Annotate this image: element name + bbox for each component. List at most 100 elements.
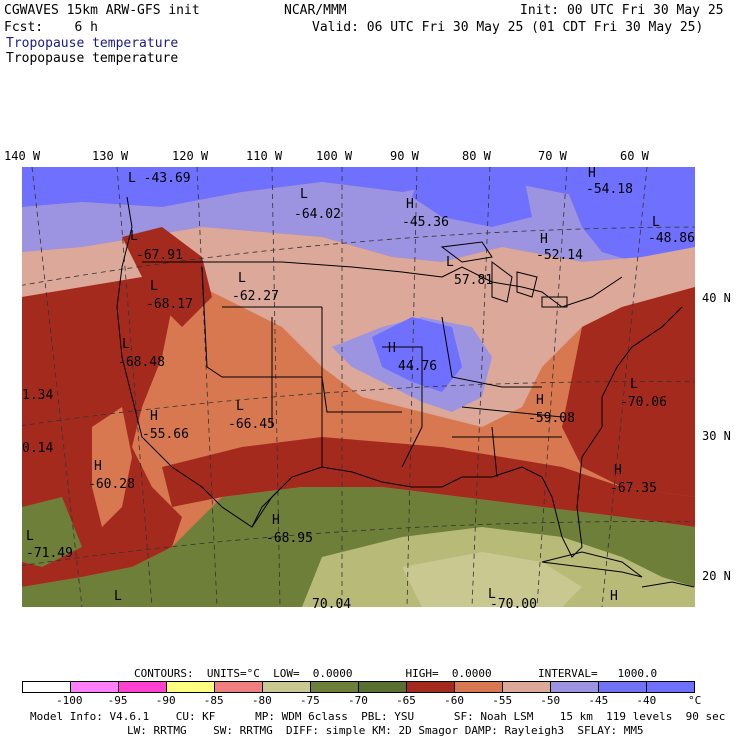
extremum-marker: L <box>130 229 138 244</box>
valid-time: Valid: 06 UTC Fri 30 May 25 (01 CDT Fri … <box>312 20 704 35</box>
extremum-marker: L <box>488 587 496 602</box>
init-time: Init: 00 UTC Fri 30 May 25 <box>520 3 724 18</box>
extremum-value: 1.34 <box>22 388 54 403</box>
colorbar-tick-label: -75 <box>299 694 320 707</box>
extremum-value: -45.36 <box>402 215 449 230</box>
field-blob-blue-ne <box>562 172 695 267</box>
extremum-value: -48.86 <box>648 231 695 246</box>
extremum-value: -70.00 <box>490 597 537 612</box>
colorbar-swatch <box>551 682 599 692</box>
extremum-marker: H <box>536 393 544 408</box>
extremum-marker: H <box>406 197 414 212</box>
lon-label: 120 W <box>172 149 209 163</box>
field-blob-red-nw <box>122 227 212 327</box>
extremum-value: -68.95 <box>266 531 313 546</box>
field-stripe-orange-west <box>92 407 132 527</box>
lat-label: 30 N <box>702 429 731 443</box>
colorbar-swatch <box>215 682 263 692</box>
colorbar-swatch <box>167 682 215 692</box>
extremum-marker: H <box>388 341 396 356</box>
extremum-marker: L <box>630 377 638 392</box>
lon-label: 60 W <box>620 149 649 163</box>
field-band-light-khaki <box>402 552 582 607</box>
tropopause-temperature-map <box>22 167 695 607</box>
extremum-marker: L <box>114 589 122 604</box>
lon-label: 110 W <box>246 149 283 163</box>
field-band-blue-north <box>22 167 695 207</box>
extremum-value: 44.76 <box>398 359 438 374</box>
extremum-value: 0.14 <box>22 441 54 456</box>
colorbar-tick-label: -45 <box>588 694 609 707</box>
graticule <box>22 167 695 607</box>
org-label: NCAR/MMM <box>284 3 347 18</box>
extremum-marker: H <box>150 409 158 424</box>
extremum-marker: H <box>540 232 548 247</box>
extremum-marker: L <box>236 399 244 414</box>
boundaries <box>116 196 683 558</box>
extremum-marker: L <box>652 215 660 230</box>
model-title: CGWAVES 15km ARW-GFS init <box>4 3 200 18</box>
extremum-value: -59.08 <box>528 411 575 426</box>
extremum-marker: L <box>122 337 130 352</box>
colorbar-tick-label: -40 <box>636 694 657 707</box>
colorbar-swatch <box>503 682 551 692</box>
colorbar-swatch <box>263 682 311 692</box>
colorbar-swatch <box>119 682 167 692</box>
field-band-red-east <box>562 287 695 497</box>
extremum-value: -70.06 <box>620 395 667 410</box>
colorbar-tick-label: -85 <box>203 694 224 707</box>
field-blob-blue-canada <box>412 167 532 227</box>
field-band-red-south <box>162 437 695 527</box>
lon-label: 90 W <box>390 149 419 163</box>
lon-label: 130 W <box>92 149 129 163</box>
extremum-label: L -43.69 <box>128 171 191 186</box>
colorbar-tick-label: -100 <box>56 694 83 707</box>
extremum-marker: L <box>300 187 308 202</box>
colorbar-swatch <box>455 682 503 692</box>
lon-label: 70 W <box>538 149 567 163</box>
map-panel <box>22 167 695 607</box>
lon-label: 100 W <box>316 149 353 163</box>
extremum-value: -52.14 <box>536 248 583 263</box>
extremum-value: -54.18 <box>586 182 633 197</box>
colorbar-swatch <box>71 682 119 692</box>
lon-label: 140 W <box>4 149 41 163</box>
extremum-value: -55.66 <box>142 427 189 442</box>
model-info-line-2: LW: RRTMG SW: RRTMG DIFF: simple KM: 2D … <box>127 724 644 737</box>
caribbean-islands <box>541 551 695 588</box>
contours-info: CONTOURS: UNITS=°C LOW= 0.0000 HIGH= 0.0… <box>134 667 658 680</box>
extremum-marker: H <box>610 589 618 604</box>
colorbar-tick-label: -65 <box>396 694 416 707</box>
extremum-value: -66.45 <box>228 417 275 432</box>
extremum-value: -60.28 <box>88 477 135 492</box>
extremum-value: -64.02 <box>294 207 341 222</box>
colorbar-swatch <box>407 682 455 692</box>
colorbar-swatch <box>23 682 71 692</box>
lat-label: 20 N <box>702 569 731 583</box>
colorbar-swatch <box>647 682 694 692</box>
extremum-marker: L <box>238 271 246 286</box>
field-blob-blue-central <box>372 317 462 392</box>
extremum-value: -62.27 <box>232 289 279 304</box>
field-title-secondary: Tropopause temperature <box>6 51 179 66</box>
extremum-marker: H <box>272 513 280 528</box>
colorbar-swatch <box>311 682 359 692</box>
extremum-value: 70.04 <box>312 597 352 612</box>
forecast-hour: Fcst: 6 h <box>4 20 98 35</box>
extremum-value: -67.35 <box>610 481 657 496</box>
extremum-marker: L <box>446 255 454 270</box>
colorbar-swatch <box>359 682 407 692</box>
colorbar-swatch <box>599 682 647 692</box>
extremum-marker: H <box>94 459 102 474</box>
extremum-marker: H <box>614 463 622 478</box>
colorbar-tick-label: -95 <box>107 694 128 707</box>
extremum-value: -68.17 <box>146 297 193 312</box>
colorbar-tick-label: -55 <box>492 694 513 707</box>
extremum-value: -68.48 <box>118 355 165 370</box>
extremum-value: -71.49 <box>26 546 73 561</box>
colorbar <box>22 681 695 693</box>
field-title-primary: Tropopause temperature <box>6 36 179 51</box>
lat-label: 40 N <box>702 291 731 305</box>
model-info-line-1: Model Info: V4.6.1 CU: KF MP: WDM 6class… <box>30 710 726 723</box>
lon-label: 80 W <box>462 149 491 163</box>
